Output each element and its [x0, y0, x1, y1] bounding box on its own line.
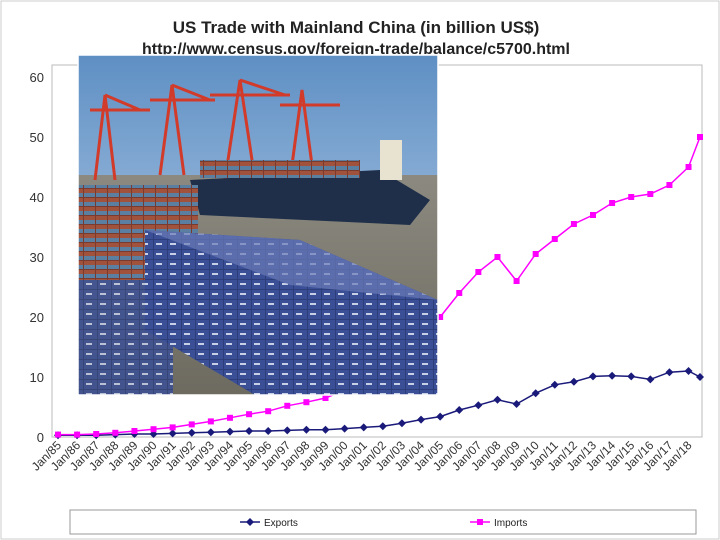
data-point-imports	[150, 426, 157, 433]
legend-label: Exports	[264, 518, 298, 529]
data-point-exports	[569, 377, 578, 386]
data-point-exports	[187, 428, 196, 437]
crane-icons	[90, 78, 340, 181]
data-point-exports	[665, 368, 674, 377]
data-point-imports	[303, 399, 310, 406]
legend-marker	[246, 518, 254, 526]
y-tick-label: 30	[30, 250, 44, 265]
y-axis: 0 10 20 30 40 50 60	[30, 70, 44, 445]
y-tick-label: 0	[37, 430, 44, 445]
legend: Exports Imports	[69, 509, 697, 535]
data-point-imports	[93, 431, 100, 437]
data-point-exports	[264, 427, 273, 435]
container-port-photo	[77, 54, 439, 396]
legend-marker	[477, 519, 483, 525]
y-tick-label: 40	[30, 190, 44, 205]
container-stack-top	[145, 230, 438, 300]
data-point-imports	[456, 290, 463, 296]
data-point-exports	[627, 372, 636, 381]
data-point-exports	[245, 427, 254, 435]
data-point-exports	[550, 380, 559, 389]
data-point-exports	[684, 367, 693, 375]
data-point-imports	[74, 431, 81, 438]
data-point-exports	[225, 427, 234, 436]
data-point-imports	[284, 402, 291, 409]
data-point-imports	[322, 395, 329, 401]
data-point-imports	[609, 200, 616, 206]
data-point-imports	[697, 134, 703, 140]
data-point-exports	[378, 422, 387, 431]
data-point-imports	[207, 418, 214, 425]
data-point-exports	[531, 389, 540, 398]
data-point-exports	[417, 415, 426, 424]
data-point-imports	[55, 431, 61, 438]
data-point-exports	[206, 428, 215, 437]
series-layer	[54, 134, 704, 440]
data-point-imports	[131, 428, 138, 434]
data-point-imports	[666, 182, 673, 188]
data-point-imports	[685, 164, 692, 170]
y-tick-label: 60	[30, 70, 44, 85]
ship-bridge	[380, 140, 402, 180]
data-point-exports	[168, 429, 177, 438]
data-point-imports	[475, 269, 482, 275]
photo-frame	[77, 54, 439, 396]
series-exports	[54, 367, 704, 440]
data-point-imports	[590, 212, 596, 218]
legend-item-imports: Imports	[470, 518, 527, 529]
data-point-exports	[696, 373, 704, 381]
data-point-imports	[647, 191, 654, 197]
legend-item-exports: Exports	[240, 518, 298, 529]
data-point-imports	[494, 254, 501, 260]
data-point-exports	[436, 412, 445, 421]
data-point-exports	[608, 371, 617, 380]
data-point-exports	[397, 419, 406, 428]
chart-subtitle: http://www.census.gov/foreign-trade/bala…	[142, 41, 570, 58]
data-point-imports	[169, 424, 176, 431]
ship-hull	[190, 170, 430, 225]
y-tick-label: 10	[30, 370, 44, 385]
data-point-imports	[226, 414, 233, 421]
data-point-exports	[283, 426, 292, 435]
data-point-exports	[512, 400, 521, 408]
ship-containers	[200, 160, 360, 178]
x-axis: Jan/85Jan/86Jan/87Jan/88Jan/89Jan/90Jan/…	[29, 438, 695, 474]
data-point-exports	[359, 423, 368, 432]
data-point-imports	[437, 314, 444, 320]
data-point-exports	[321, 425, 330, 434]
y-tick-label: 20	[30, 310, 44, 325]
data-point-exports	[340, 424, 349, 433]
data-point-imports	[532, 251, 539, 257]
data-point-exports	[302, 425, 311, 434]
data-point-exports	[474, 401, 483, 410]
data-point-imports	[188, 421, 195, 428]
data-point-exports	[589, 372, 597, 381]
data-point-imports	[112, 429, 119, 436]
legend-box	[69, 509, 697, 535]
data-point-imports	[570, 221, 577, 227]
data-point-imports	[551, 236, 558, 242]
data-point-exports	[493, 395, 502, 404]
data-point-exports	[455, 406, 464, 414]
chart-title: US Trade with Mainland China (in billion…	[173, 18, 539, 37]
legend-label: Imports	[494, 518, 527, 529]
data-point-exports	[646, 375, 655, 384]
data-point-imports	[513, 278, 520, 284]
data-point-imports	[265, 408, 272, 415]
y-tick-label: 50	[30, 130, 44, 145]
data-point-imports	[628, 194, 635, 200]
data-point-imports	[246, 411, 253, 418]
